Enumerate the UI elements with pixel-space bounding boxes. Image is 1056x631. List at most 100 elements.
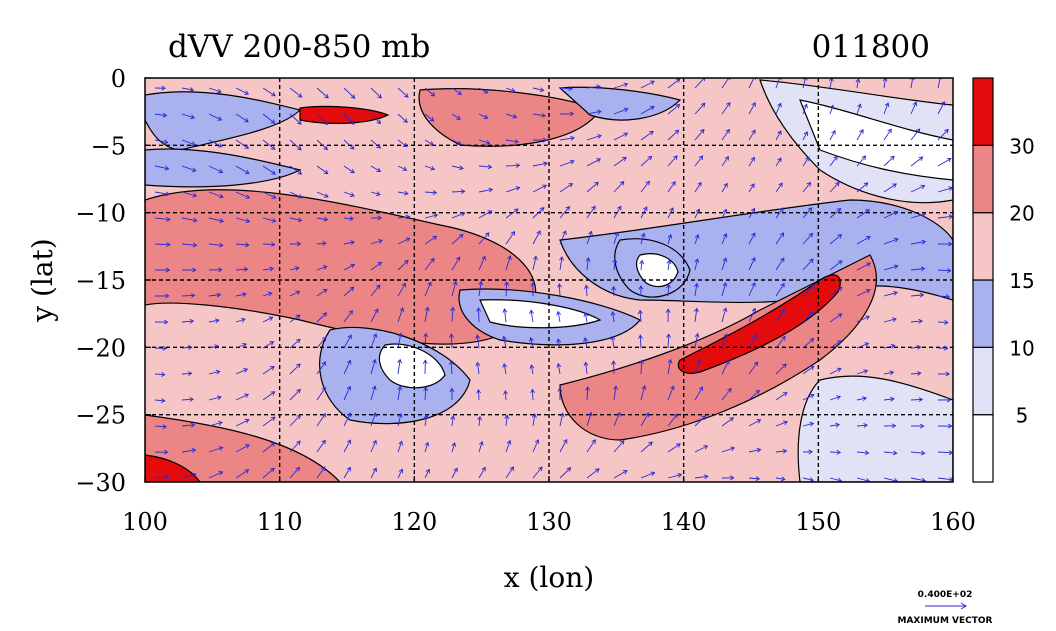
- wind-vector: [532, 112, 546, 118]
- wind-vector: [721, 257, 728, 271]
- y-tick-label-4: −20: [75, 334, 126, 362]
- wind-vector: [611, 285, 617, 297]
- band-lightblue-southeast: [797, 375, 953, 482]
- wind-vector: [883, 155, 895, 167]
- wind-vector: [370, 467, 377, 479]
- wind-vector: [154, 474, 170, 480]
- wind-vector: [802, 131, 808, 141]
- wind-vector: [478, 232, 490, 245]
- wind-vector: [235, 368, 249, 375]
- wind-vector: [883, 102, 890, 115]
- colorbar-box-5: [972, 77, 994, 146]
- wind-vector: [181, 345, 193, 350]
- wind-vector: [451, 256, 461, 271]
- wind-vector: [829, 395, 842, 401]
- wind-vector: [721, 446, 736, 453]
- wind-vector: [505, 186, 521, 193]
- wind-vector: [694, 332, 700, 349]
- vector-scale-caption: MAXIMUM VECTOR: [897, 616, 992, 626]
- wind-vector: [397, 190, 409, 196]
- wind-vector: [505, 439, 512, 453]
- wind-vector: [504, 281, 510, 297]
- wind-vector: [532, 207, 545, 219]
- wind-vector: [910, 370, 922, 376]
- wind-vector: [370, 215, 383, 221]
- wind-vector: [208, 470, 224, 479]
- wind-vector: [856, 342, 870, 349]
- wind-vector: [829, 422, 841, 428]
- wind-vector: [235, 469, 250, 479]
- wind-vector: [397, 412, 403, 427]
- wind-vector: [449, 387, 455, 401]
- wind-vector: [370, 113, 382, 125]
- wind-vector: [181, 267, 197, 273]
- wind-vector: [154, 112, 168, 118]
- wind-vector: [613, 107, 629, 115]
- wind-vector: [505, 255, 512, 271]
- wind-vector: [585, 257, 591, 271]
- wind-vector: [181, 165, 197, 173]
- wind-vector: [423, 332, 429, 349]
- wind-vector: [559, 412, 565, 427]
- wind-vector: [613, 440, 625, 453]
- y-tick-label-3: −15: [75, 267, 126, 295]
- wind-vector: [802, 449, 813, 455]
- wind-vector: [529, 364, 535, 375]
- wind-vector: [556, 310, 562, 323]
- wind-vector: [721, 182, 728, 193]
- wind-vector: [721, 333, 729, 349]
- wind-vector: [883, 290, 898, 297]
- wind-vector: [316, 288, 328, 297]
- chart-timestamp: 011800: [812, 29, 930, 65]
- wind-vector: [829, 181, 840, 193]
- wind-vector: [883, 264, 899, 271]
- wind-vector: [639, 259, 645, 271]
- wind-vector: [559, 230, 567, 245]
- wind-vector: [343, 466, 351, 479]
- wind-vector: [316, 87, 329, 99]
- wind-vector: [640, 105, 655, 115]
- wind-vector: [208, 318, 220, 324]
- wind-vector: [235, 418, 250, 427]
- wind-vector: [775, 157, 782, 167]
- wind-vector: [721, 359, 730, 375]
- wind-vector: [640, 385, 647, 401]
- wind-vector: [397, 307, 405, 323]
- wind-vector: [424, 213, 439, 219]
- wind-vector: [584, 284, 589, 297]
- wind-vector: [748, 361, 759, 375]
- wind-vector: [612, 258, 618, 271]
- wind-vector: [478, 255, 486, 271]
- wind-vector: [451, 467, 458, 479]
- wind-vector: [478, 113, 489, 119]
- wind-vector: [181, 472, 197, 479]
- wind-vector: [208, 113, 223, 121]
- wind-vector: [559, 205, 571, 219]
- wind-vector: [235, 113, 249, 123]
- wind-vector: [802, 284, 814, 297]
- wind-vector: [397, 385, 403, 401]
- wind-vector: [937, 319, 949, 325]
- wind-vector: [775, 257, 785, 271]
- plot-area: [145, 78, 953, 482]
- wind-vector: [665, 283, 671, 297]
- wind-vector: [343, 240, 355, 245]
- wind-vector: [424, 468, 431, 479]
- wind-vector: [829, 449, 842, 455]
- wind-vector: [748, 156, 755, 167]
- wind-vector: [694, 474, 709, 480]
- wind-vector: [478, 210, 493, 219]
- wind-vector: [370, 308, 379, 323]
- wind-vector: [883, 423, 897, 429]
- wind-vector: [694, 102, 706, 115]
- wind-vector: [343, 87, 356, 99]
- wind-vector: [721, 307, 728, 323]
- wind-vector: [775, 308, 785, 323]
- wind-vector: [694, 415, 707, 427]
- band-red-jet: [677, 274, 841, 374]
- wind-vector: [532, 137, 548, 143]
- colorbar-label-1: 10: [1009, 336, 1034, 360]
- wind-vector: [613, 205, 622, 219]
- wind-vector: [424, 306, 430, 323]
- wind-vector: [343, 165, 355, 174]
